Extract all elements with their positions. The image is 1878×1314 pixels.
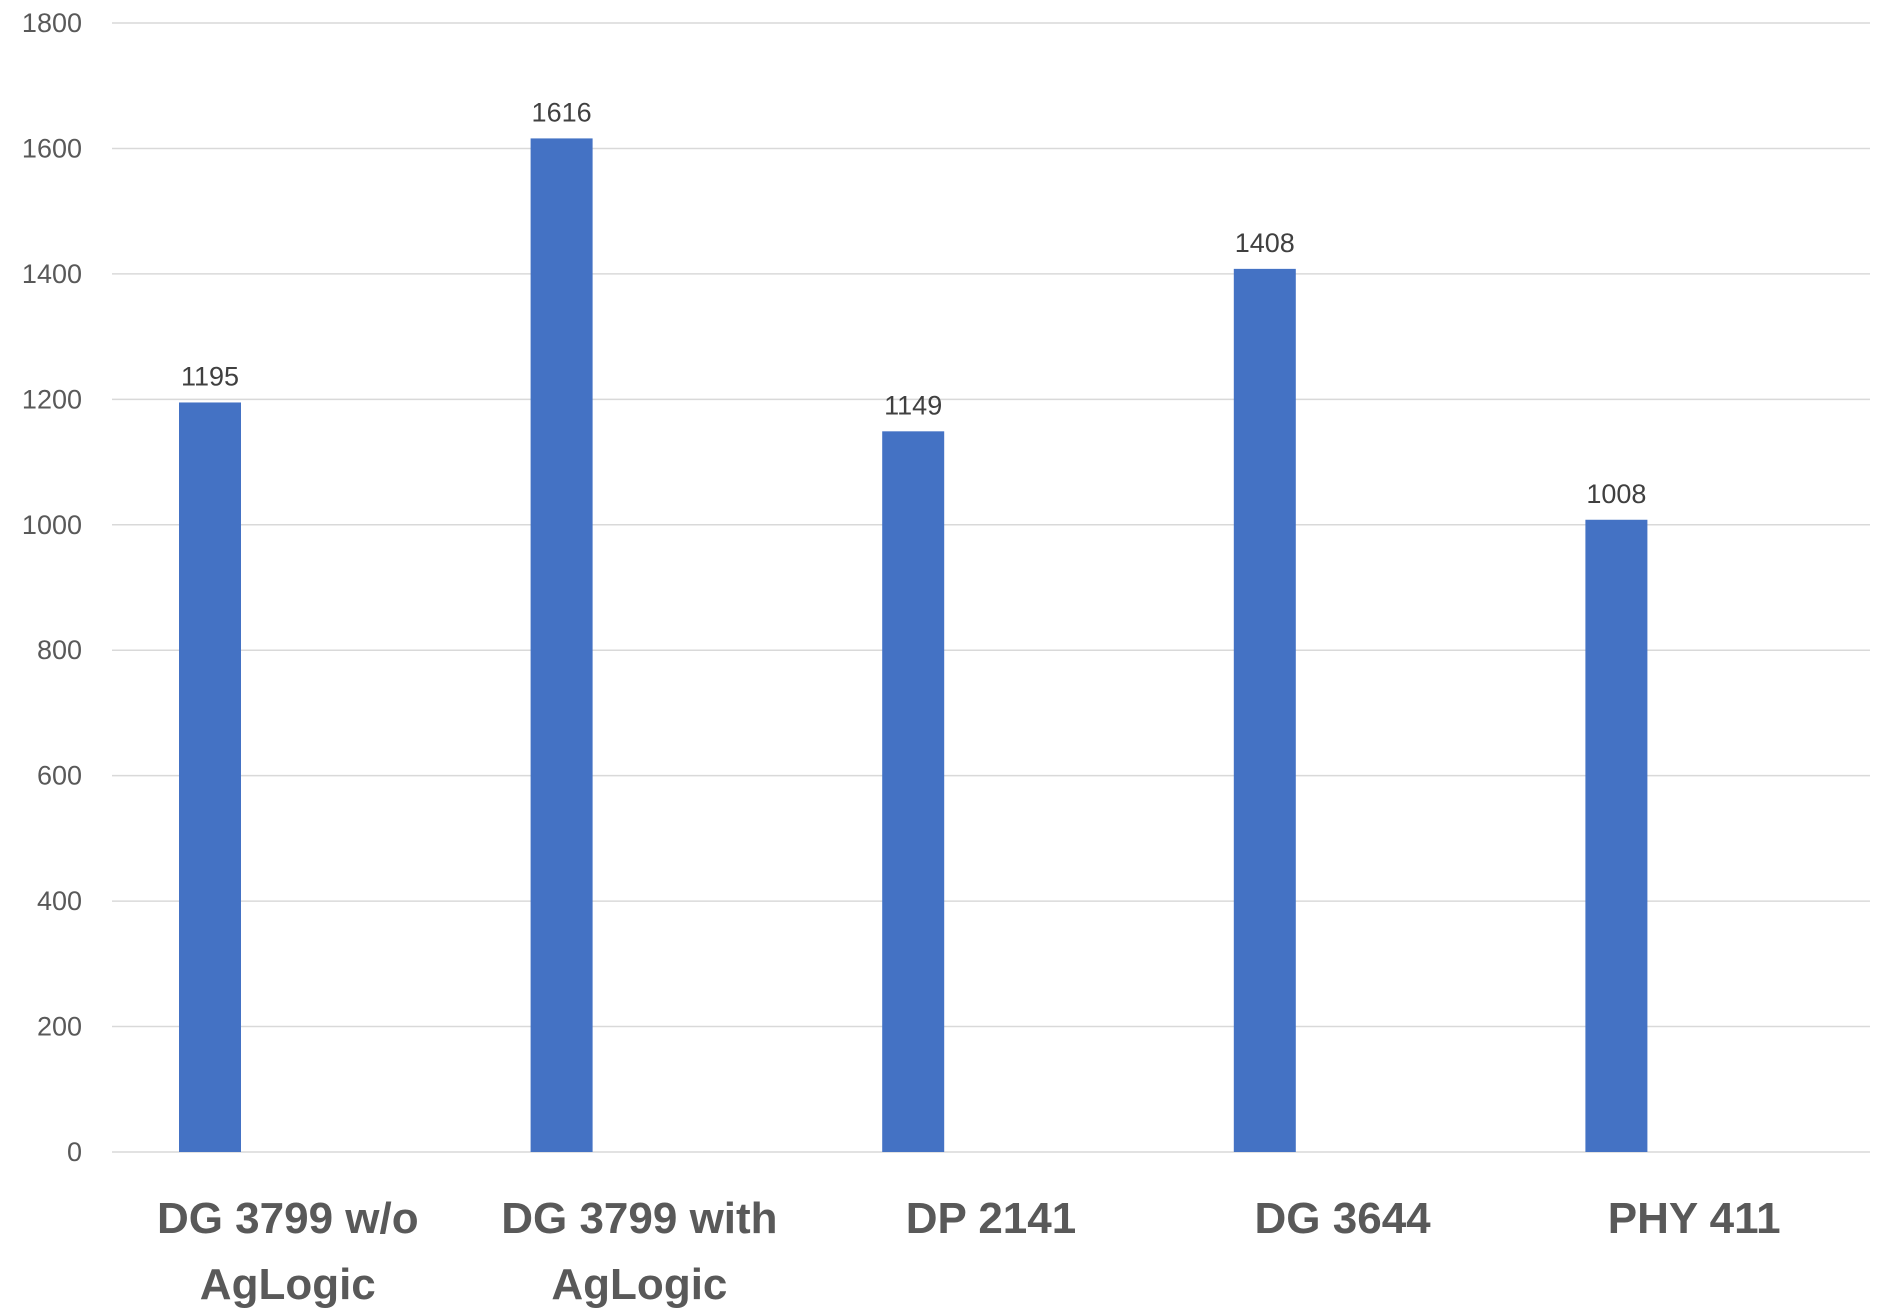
category-label-line: DG 3799 with: [501, 1194, 777, 1243]
y-tick-label: 600: [37, 761, 82, 791]
category-labels: DG 3799 w/o AgLogic DG 3799 with AgLogic DP …: [157, 1194, 1781, 1309]
category-label: DG 3799 with AgLogic: [501, 1194, 777, 1309]
y-tick-label: 400: [37, 886, 82, 916]
data-labels: 1195 1616 1149 1408 1008: [181, 97, 1646, 508]
data-label: 1195: [181, 361, 239, 391]
category-label-line: DP 2141: [906, 1194, 1076, 1243]
category-label: DG 3799 w/o AgLogic: [157, 1194, 419, 1309]
bars: [179, 138, 1648, 1153]
y-tick-label: 1600: [22, 133, 82, 163]
data-label: 1408: [1235, 228, 1295, 258]
y-tick-label: 1200: [22, 384, 82, 414]
y-tick-label: 0: [67, 1137, 82, 1167]
y-tick-label: 1800: [22, 8, 82, 38]
y-axis-tick-labels: 0 200 400 600 800 1000 1200 1400 1600 1800: [22, 8, 82, 1167]
y-tick-label: 200: [37, 1012, 82, 1042]
y-tick-label: 1000: [22, 510, 82, 540]
category-label: DP 2141: [906, 1194, 1076, 1243]
category-label-line: DG 3799 w/o: [157, 1194, 419, 1243]
bar: [882, 431, 945, 1152]
category-label-line: AgLogic: [551, 1260, 727, 1309]
gridlines: [112, 22, 1870, 1153]
data-label: 1616: [532, 97, 592, 127]
category-label-line: AgLogic: [200, 1260, 376, 1309]
data-label: 1149: [884, 390, 942, 420]
bar: [1233, 268, 1296, 1153]
bar: [530, 138, 593, 1153]
category-label: DG 3644: [1255, 1194, 1432, 1243]
bar: [1585, 519, 1648, 1152]
category-label-line: PHY 411: [1608, 1194, 1781, 1243]
category-label-line: DG 3644: [1255, 1194, 1432, 1243]
bar: [179, 402, 241, 1152]
data-label: 1008: [1586, 479, 1646, 509]
category-label: PHY 411: [1608, 1194, 1781, 1243]
y-tick-label: 1400: [22, 259, 82, 289]
y-tick-label: 800: [37, 635, 82, 665]
